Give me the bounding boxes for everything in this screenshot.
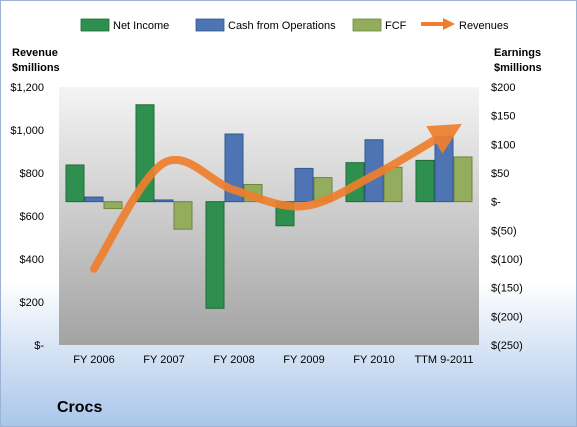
legend: Net Income Cash from Operations FCF Reve… — [80, 18, 509, 32]
bar-fcf — [453, 156, 473, 203]
left-axis-ticks: $- $200 $400 $600 $800 $1,000 $1,200 — [10, 82, 44, 352]
right-axis-title-line1: Earnings — [494, 47, 541, 59]
legend-swatch-net-income — [80, 18, 110, 32]
left-axis-title-line2: $millions — [12, 62, 60, 74]
category-label: FY 2008 — [213, 354, 254, 366]
right-tick-label: $(250) — [491, 340, 523, 352]
revenues-line — [90, 123, 462, 273]
category-labels: FY 2006 FY 2007 FY 2008 FY 2009 FY 2010 TTM 9… — [73, 354, 473, 366]
revenues-line-group — [90, 123, 462, 273]
bar-net-income — [65, 164, 85, 203]
legend-swatch-fcf — [352, 18, 382, 32]
left-tick-label: $1,200 — [10, 82, 44, 94]
category-label: TTM 9-2011 — [414, 354, 473, 366]
category-label: FY 2010 — [353, 354, 394, 366]
category-label: FY 2007 — [143, 354, 184, 366]
left-axis-title-line1: Revenue — [12, 47, 58, 59]
right-tick-label: $100 — [491, 139, 515, 151]
right-tick-label: $(50) — [491, 225, 517, 237]
bar-net-income — [205, 201, 225, 309]
right-tick-label: $(150) — [491, 283, 523, 295]
plot-area — [59, 87, 479, 345]
legend-swatch-revenues — [421, 18, 455, 30]
bar-cash-from-operations — [294, 167, 314, 203]
legend-label-fcf: FCF — [385, 20, 407, 32]
bar-fcf — [173, 201, 193, 230]
company-label: Crocs — [57, 399, 103, 416]
category-label: FY 2006 — [73, 354, 114, 366]
bar-fcf — [103, 201, 123, 210]
category-label: FY 2009 — [283, 354, 324, 366]
left-tick-label: $600 — [20, 211, 44, 223]
bar-cash-from-operations — [154, 199, 174, 203]
right-tick-label: $(100) — [491, 254, 523, 266]
legend-swatch-cash-from-operations — [195, 18, 225, 32]
right-tick-label: $- — [491, 197, 501, 209]
bar-cash-from-operations — [434, 135, 454, 203]
right-tick-label: $(200) — [491, 311, 523, 323]
bar-cash-from-operations — [84, 196, 104, 203]
left-tick-label: $200 — [20, 297, 44, 309]
legend-label-cash-from-operations: Cash from Operations — [228, 20, 336, 32]
right-tick-label: $200 — [491, 82, 515, 94]
right-tick-label: $50 — [491, 168, 509, 180]
right-axis-title-line2: $millions — [494, 62, 542, 74]
legend-label-revenues: Revenues — [459, 20, 509, 32]
legend-label-net-income: Net Income — [113, 20, 169, 32]
left-tick-label: $1,000 — [10, 125, 44, 137]
right-tick-label: $150 — [491, 111, 515, 123]
right-axis-ticks: $(250) $(200) $(150) $(100) $(50) $- $50 $100 $1… — [491, 82, 523, 352]
left-tick-label: $- — [34, 340, 44, 352]
left-tick-label: $400 — [20, 254, 44, 266]
bar-net-income — [415, 159, 435, 203]
left-tick-label: $800 — [20, 168, 44, 180]
